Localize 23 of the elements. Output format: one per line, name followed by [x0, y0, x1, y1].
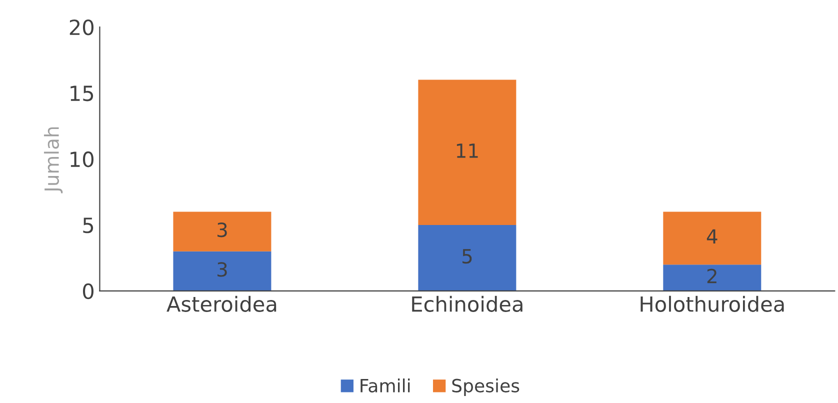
bar — [663, 264, 762, 291]
data-label: 3 — [218, 262, 227, 277]
x-tick-label: Holothuroidea — [640, 296, 784, 312]
y-tick-label: 10 — [70, 151, 94, 168]
x-tick-label: Echinoidea — [412, 296, 522, 312]
bar — [173, 212, 272, 252]
bar — [418, 80, 516, 225]
y-tick-label: 20 — [70, 19, 94, 36]
data-label: 4 — [706, 229, 718, 244]
y-tick-label: 15 — [70, 86, 94, 102]
data-label: 5 — [462, 249, 472, 264]
y-tick-label: 5 — [83, 218, 94, 234]
bar — [418, 224, 516, 291]
data-label: 3 — [218, 222, 227, 238]
y-tick-label: 0 — [82, 283, 94, 300]
x-tick-label: Asteroidea — [166, 296, 276, 312]
bar — [173, 251, 272, 291]
y-axis-title: Jumlah — [44, 127, 63, 194]
legend-label: Famili — [360, 378, 410, 392]
data-label: 11 — [456, 144, 478, 158]
bar — [663, 212, 762, 265]
data-label: 2 — [707, 268, 716, 284]
legend-label: Spesies — [452, 378, 520, 396]
